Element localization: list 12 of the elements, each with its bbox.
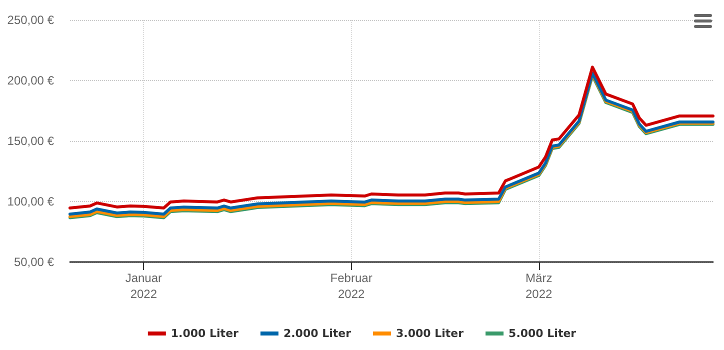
- y-tick-label: 200,00 €: [7, 74, 54, 88]
- legend-label: 1.000 Liter: [170, 327, 240, 340]
- legend-label: 3.000 Liter: [396, 327, 464, 340]
- x-tick-label: Februar 2022: [330, 271, 372, 301]
- y-tick-label: 150,00 €: [7, 134, 54, 148]
- x-tick-label: März 2022: [526, 271, 553, 301]
- y-tick-label: 100,00 €: [7, 194, 54, 208]
- legend-label: 2.000 Liter: [283, 327, 352, 340]
- legend-label: 5.000 Liter: [508, 327, 577, 340]
- x-tick-label: Januar 2022: [125, 271, 162, 301]
- y-tick-label: 50,00 €: [14, 255, 54, 269]
- y-tick-label: 250,00 €: [7, 13, 54, 27]
